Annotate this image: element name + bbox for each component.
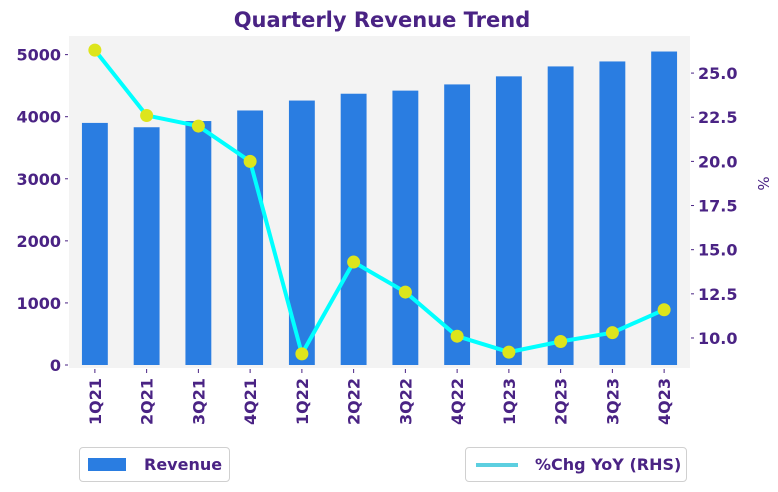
bar-2Q21 xyxy=(133,127,160,365)
bar-1Q21 xyxy=(81,122,108,365)
y2-tick-label: 25.0 xyxy=(698,64,737,83)
y2-tick-label: 22.5 xyxy=(698,108,737,127)
x-tick-label: 2Q22 xyxy=(345,378,364,425)
bar-4Q22 xyxy=(444,84,471,365)
y2-tick-label: 17.5 xyxy=(698,197,737,216)
y-tick-label: 5000 xyxy=(16,46,61,65)
point-4Q22 xyxy=(450,329,464,343)
point-1Q21 xyxy=(88,43,102,57)
y2-axis-label: % xyxy=(754,176,772,190)
bar-4Q21 xyxy=(237,110,264,365)
legend-label-revenue: Revenue xyxy=(144,455,223,474)
point-2Q21 xyxy=(140,108,154,122)
point-2Q23 xyxy=(554,335,568,349)
legend-swatch-line xyxy=(476,462,518,467)
point-2Q22 xyxy=(347,255,361,269)
y-axis-left: 0 1000 2000 3000 4000 5000 xyxy=(16,46,68,375)
bar-2Q23 xyxy=(547,66,574,365)
point-1Q23 xyxy=(502,345,516,359)
x-tick-label: 4Q22 xyxy=(448,378,467,425)
x-axis: 1Q21 2Q21 3Q21 4Q21 1Q22 2Q22 3Q22 4Q22 1Q23 2Q23… xyxy=(86,369,674,425)
y-tick-label: 4000 xyxy=(16,108,61,127)
legend-item-revenue: Revenue xyxy=(79,447,230,482)
bar-4Q23 xyxy=(651,51,678,366)
y-tick-label: 0 xyxy=(50,356,61,375)
legend-label-pct-change: %Chg YoY (RHS) xyxy=(535,455,682,474)
legend-swatch-bar xyxy=(88,458,126,471)
y2-tick-label: 12.5 xyxy=(698,285,737,304)
pct-change-line xyxy=(93,48,665,356)
bars-layer xyxy=(81,51,678,366)
x-tick-label: 3Q22 xyxy=(396,378,415,425)
y-axis-right: 10.0 12.5 15.0 17.5 20.0 22.5 25.0 xyxy=(691,64,737,348)
x-tick-label: 2Q21 xyxy=(138,378,157,425)
y-tick-label: 1000 xyxy=(16,294,61,313)
x-tick-label: 3Q21 xyxy=(189,378,208,425)
y2-tick-label: 15.0 xyxy=(698,241,737,260)
x-tick-label: 4Q23 xyxy=(655,378,674,425)
chart-title: Quarterly Revenue Trend xyxy=(234,8,531,32)
point-1Q22 xyxy=(295,347,309,361)
line-layer xyxy=(88,43,671,361)
x-tick-label: 1Q22 xyxy=(293,378,312,425)
x-tick-label: 4Q21 xyxy=(241,378,260,425)
x-tick-label: 1Q23 xyxy=(500,378,519,425)
point-4Q23 xyxy=(657,303,671,317)
y-tick-label: 2000 xyxy=(16,232,61,251)
point-4Q21 xyxy=(243,154,257,168)
bar-2Q22 xyxy=(340,93,367,365)
bar-3Q21 xyxy=(185,121,212,365)
legend-item-pct-change: %Chg YoY (RHS) xyxy=(465,447,687,482)
y-tick-label: 3000 xyxy=(16,170,61,189)
bar-3Q22 xyxy=(392,90,419,366)
y2-tick-label: 20.0 xyxy=(698,152,737,171)
point-3Q23 xyxy=(605,326,619,340)
x-tick-label: 1Q21 xyxy=(86,378,105,425)
x-tick-label: 2Q23 xyxy=(552,378,571,425)
x-tick-label: 3Q23 xyxy=(603,378,622,425)
plot-area xyxy=(69,36,690,368)
bar-3Q23 xyxy=(599,61,626,366)
point-3Q21 xyxy=(191,119,205,133)
bar-1Q23 xyxy=(495,76,522,365)
point-3Q22 xyxy=(398,285,412,299)
y2-tick-label: 10.0 xyxy=(698,329,737,348)
